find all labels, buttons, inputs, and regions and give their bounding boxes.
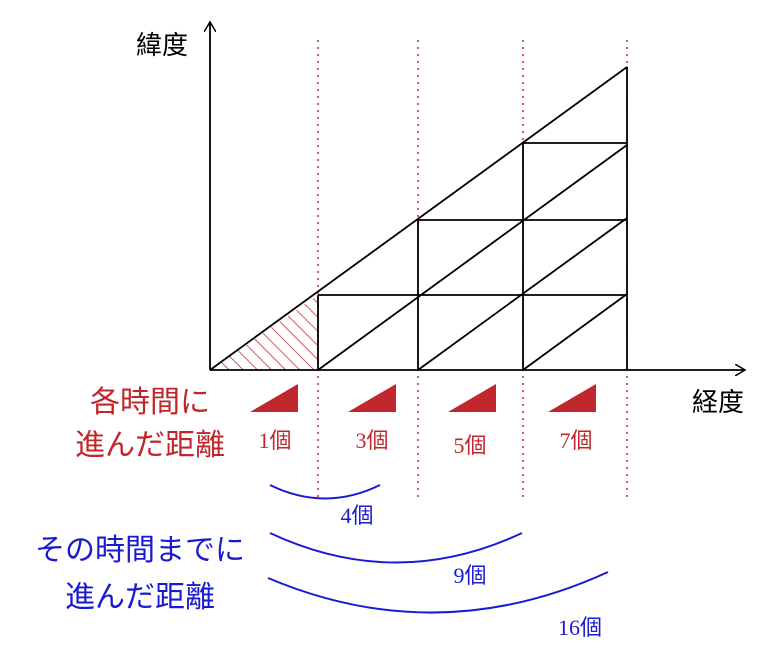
cumulative-count: 4個 bbox=[340, 503, 373, 528]
grid bbox=[209, 66, 628, 371]
small-triangles bbox=[250, 384, 596, 412]
per-time-count: 3個 bbox=[355, 428, 388, 453]
y-axis-label: 緯度 bbox=[136, 31, 188, 60]
cumulative-count: 9個 bbox=[453, 563, 486, 588]
per-time-label: 進んだ距離 bbox=[75, 429, 225, 462]
per-time-count: 1個 bbox=[258, 428, 291, 453]
braces bbox=[267, 484, 609, 614]
per-time-count: 7個 bbox=[559, 428, 592, 453]
cumulative-label: その時間までに bbox=[35, 534, 245, 567]
x-axis-label: 経度 bbox=[692, 388, 744, 417]
per-time-label: 各時間に bbox=[90, 386, 210, 419]
cumulative-count: 16個 bbox=[558, 615, 602, 640]
per-time-count: 5個 bbox=[453, 433, 486, 458]
cumulative-label: 進んだ距離 bbox=[65, 581, 215, 614]
axes bbox=[210, 22, 745, 370]
